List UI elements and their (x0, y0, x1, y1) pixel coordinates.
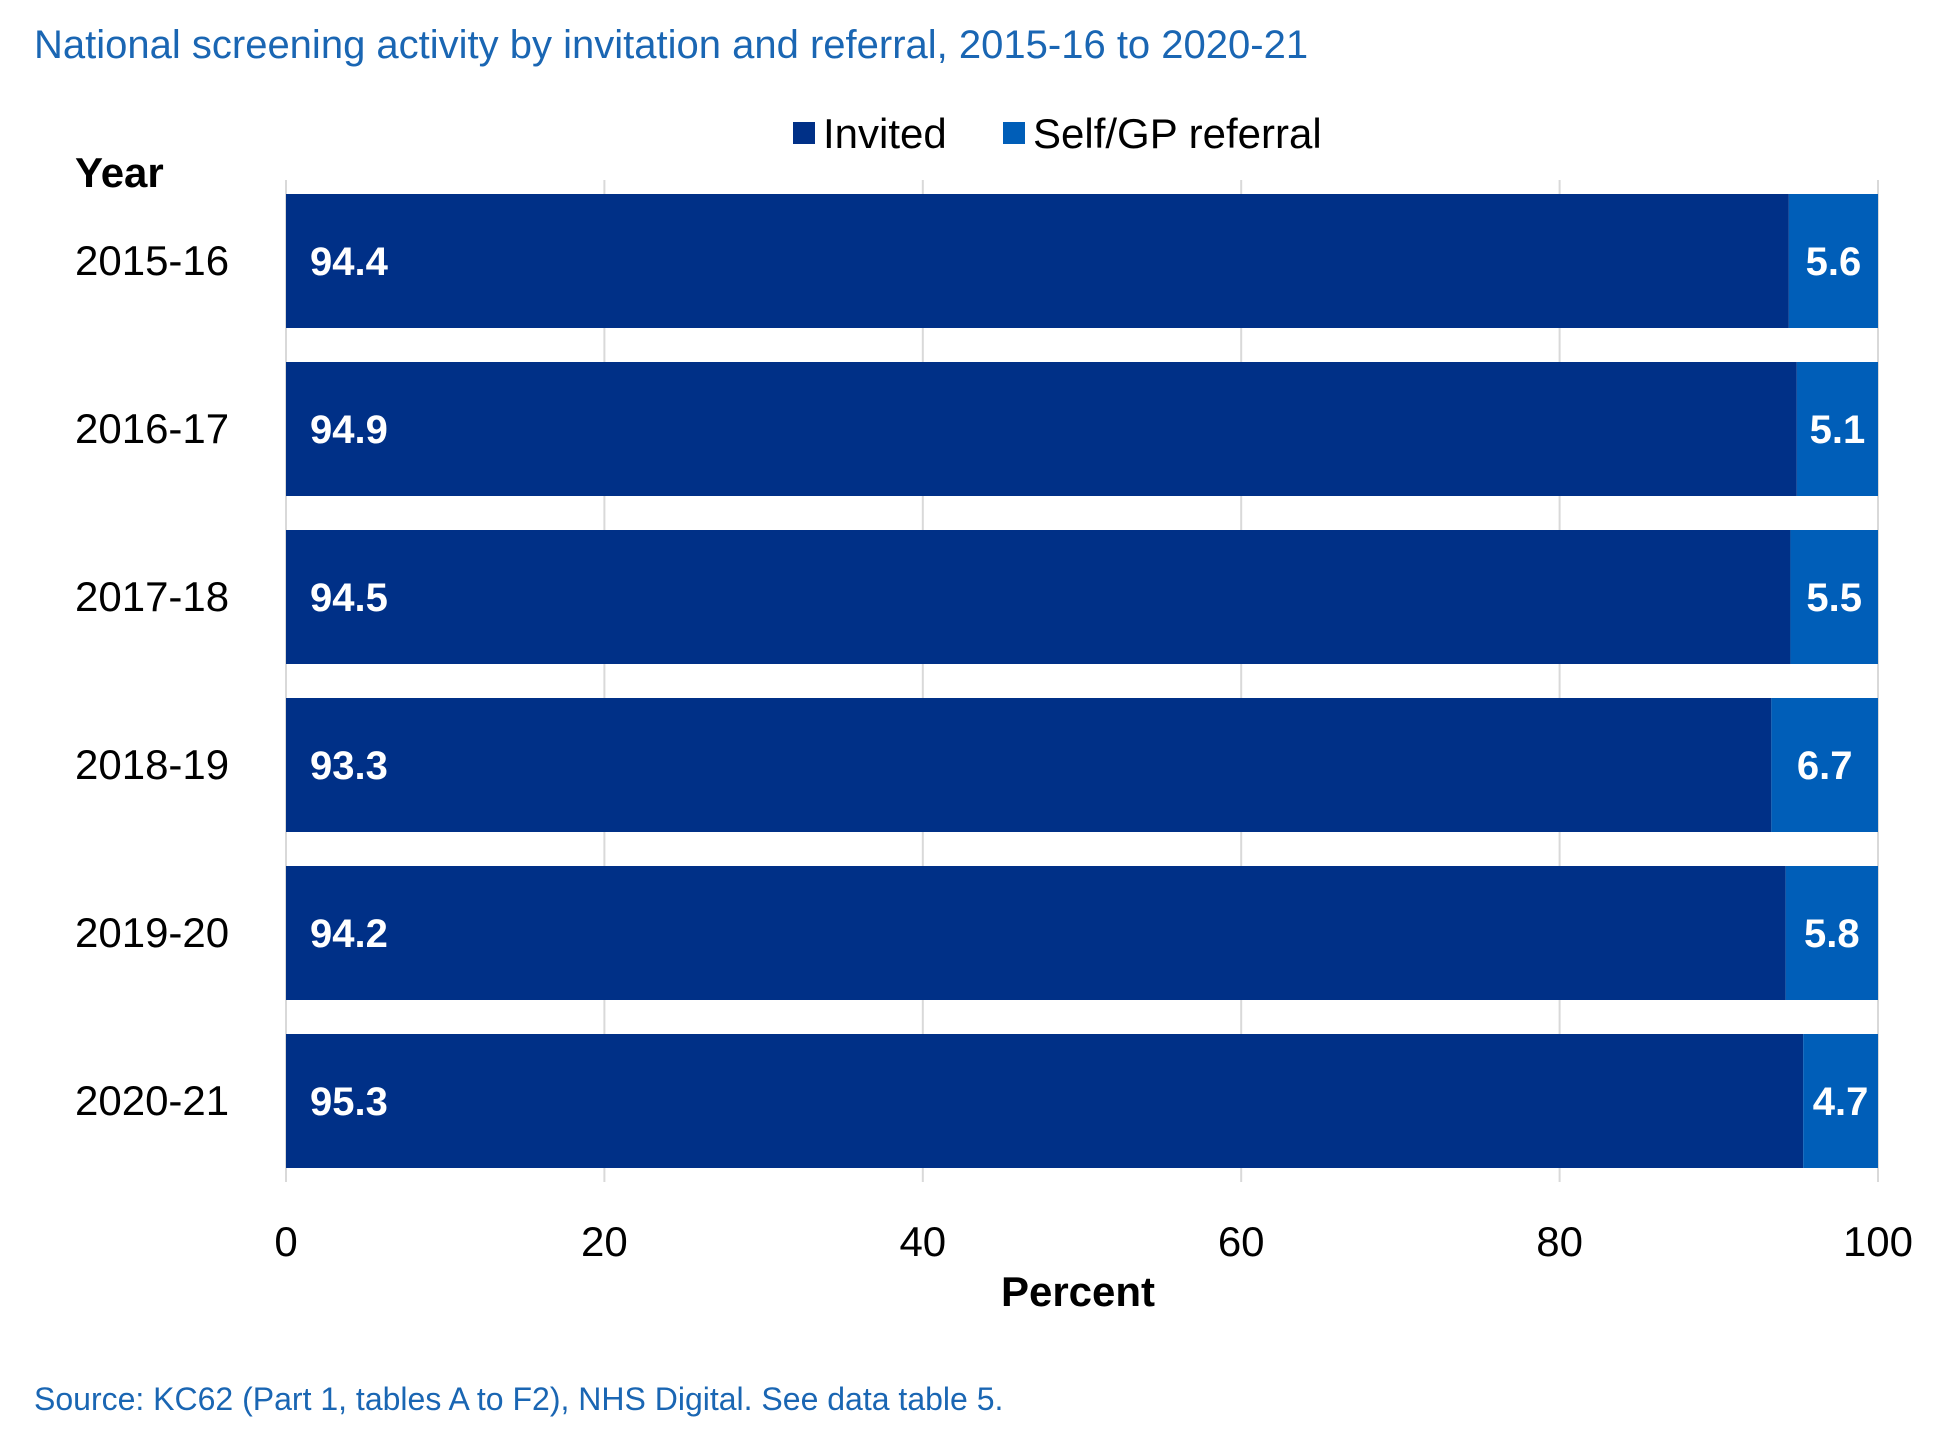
legend-swatch-invited (793, 122, 815, 144)
bar-invited-2019-20 (286, 866, 1786, 1000)
category-label-2015-16: 2015-16 (75, 237, 229, 284)
x-tick-label-40: 40 (899, 1218, 946, 1265)
data-label-self-gp-referral-2018-19: 6.7 (1797, 744, 1853, 788)
bar-invited-2016-17 (286, 362, 1797, 496)
legend-label-invited: Invited (823, 110, 947, 157)
bar-self-gp-referral-2018-19 (1771, 698, 1878, 832)
bar-invited-2015-16 (286, 194, 1789, 328)
data-label-self-gp-referral-2019-20: 5.8 (1804, 912, 1860, 956)
bar-self-gp-referral-2020-21 (1803, 1034, 1878, 1168)
gridlines (285, 180, 1879, 1182)
data-label-invited-2016-17: 94.9 (310, 408, 388, 452)
x-tick-label-100: 100 (1843, 1218, 1913, 1265)
bar-self-gp-referral-2016-17 (1796, 362, 1878, 496)
data-label-invited-2015-16: 94.4 (310, 240, 389, 284)
data-label-invited-2019-20: 94.2 (310, 912, 388, 956)
source-note: Source: KC62 (Part 1, tables A to F2), N… (34, 1381, 1003, 1417)
category-label-2017-18: 2017-18 (75, 573, 229, 620)
data-label-self-gp-referral-2017-18: 5.5 (1806, 576, 1862, 620)
data-label-invited-2017-18: 94.5 (310, 576, 388, 620)
x-tick-label-80: 80 (1536, 1218, 1583, 1265)
y-axis-title: Year (75, 149, 164, 196)
bar-self-gp-referral-2017-18 (1790, 530, 1878, 664)
bar-invited-2018-19 (286, 698, 1772, 832)
category-labels: 2015-16 2016-17 2017-18 2018-19 2019-20 2020-… (75, 237, 229, 1124)
category-label-2020-21: 2020-21 (75, 1077, 229, 1124)
data-label-invited-2018-19: 93.3 (310, 744, 388, 788)
data-label-self-gp-referral-2016-17: 5.1 (1810, 408, 1866, 452)
legend-swatch-referral (1003, 122, 1025, 144)
x-tick-label-0: 0 (274, 1218, 297, 1265)
x-tick-label-20: 20 (581, 1218, 628, 1265)
bar-self-gp-referral-2019-20 (1785, 866, 1878, 1000)
category-label-2016-17: 2016-17 (75, 405, 229, 452)
category-label-2019-20: 2019-20 (75, 909, 229, 956)
category-label-2018-19: 2018-19 (75, 741, 229, 788)
x-axis-title: Percent (1001, 1268, 1155, 1315)
chart-title: National screening activity by invitatio… (34, 23, 1308, 67)
legend-label-referral: Self/GP referral (1033, 110, 1322, 157)
data-label-self-gp-referral-2020-21: 4.7 (1813, 1080, 1869, 1124)
legend: Invited Self/GP referral (793, 110, 1322, 157)
bars: 94.4 5.6 94.9 5.1 94.5 5.5 93.3 6.7 94.2 5.8 95.3 4… (286, 194, 1878, 1168)
bar-invited-2020-21 (286, 1034, 1804, 1168)
data-label-invited-2020-21: 95.3 (310, 1080, 388, 1124)
bar-self-gp-referral-2015-16 (1788, 194, 1878, 328)
x-tick-labels: 0 20 40 60 80 100 (274, 1218, 1913, 1265)
data-label-self-gp-referral-2015-16: 5.6 (1806, 240, 1862, 284)
x-tick-label-60: 60 (1218, 1218, 1265, 1265)
bar-invited-2017-18 (286, 530, 1791, 664)
